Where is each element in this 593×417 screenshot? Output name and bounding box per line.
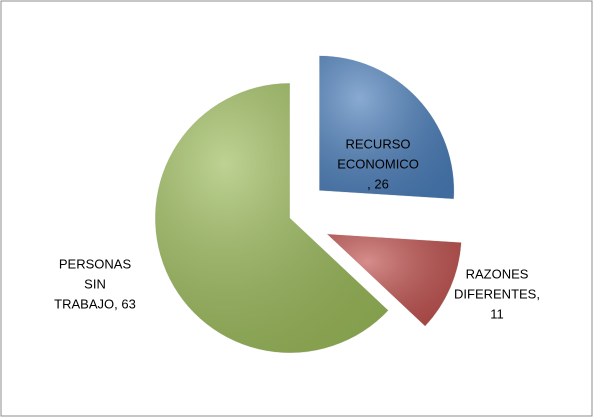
data-label: RAZONES [466, 266, 529, 281]
data-label: ECONOMICO [337, 156, 419, 171]
data-label: DIFERENTES, [454, 286, 540, 301]
slice-shade [326, 233, 462, 327]
data-label: 11 [490, 306, 504, 321]
data-label: RECURSO [345, 136, 410, 151]
slice-shade [319, 55, 455, 200]
slice-shade [154, 83, 389, 353]
data-label: SIN [84, 276, 106, 291]
data-label: TRABAJO, 63 [54, 296, 136, 311]
data-label: PERSONAS [59, 256, 132, 271]
data-label: , 26 [367, 176, 389, 191]
